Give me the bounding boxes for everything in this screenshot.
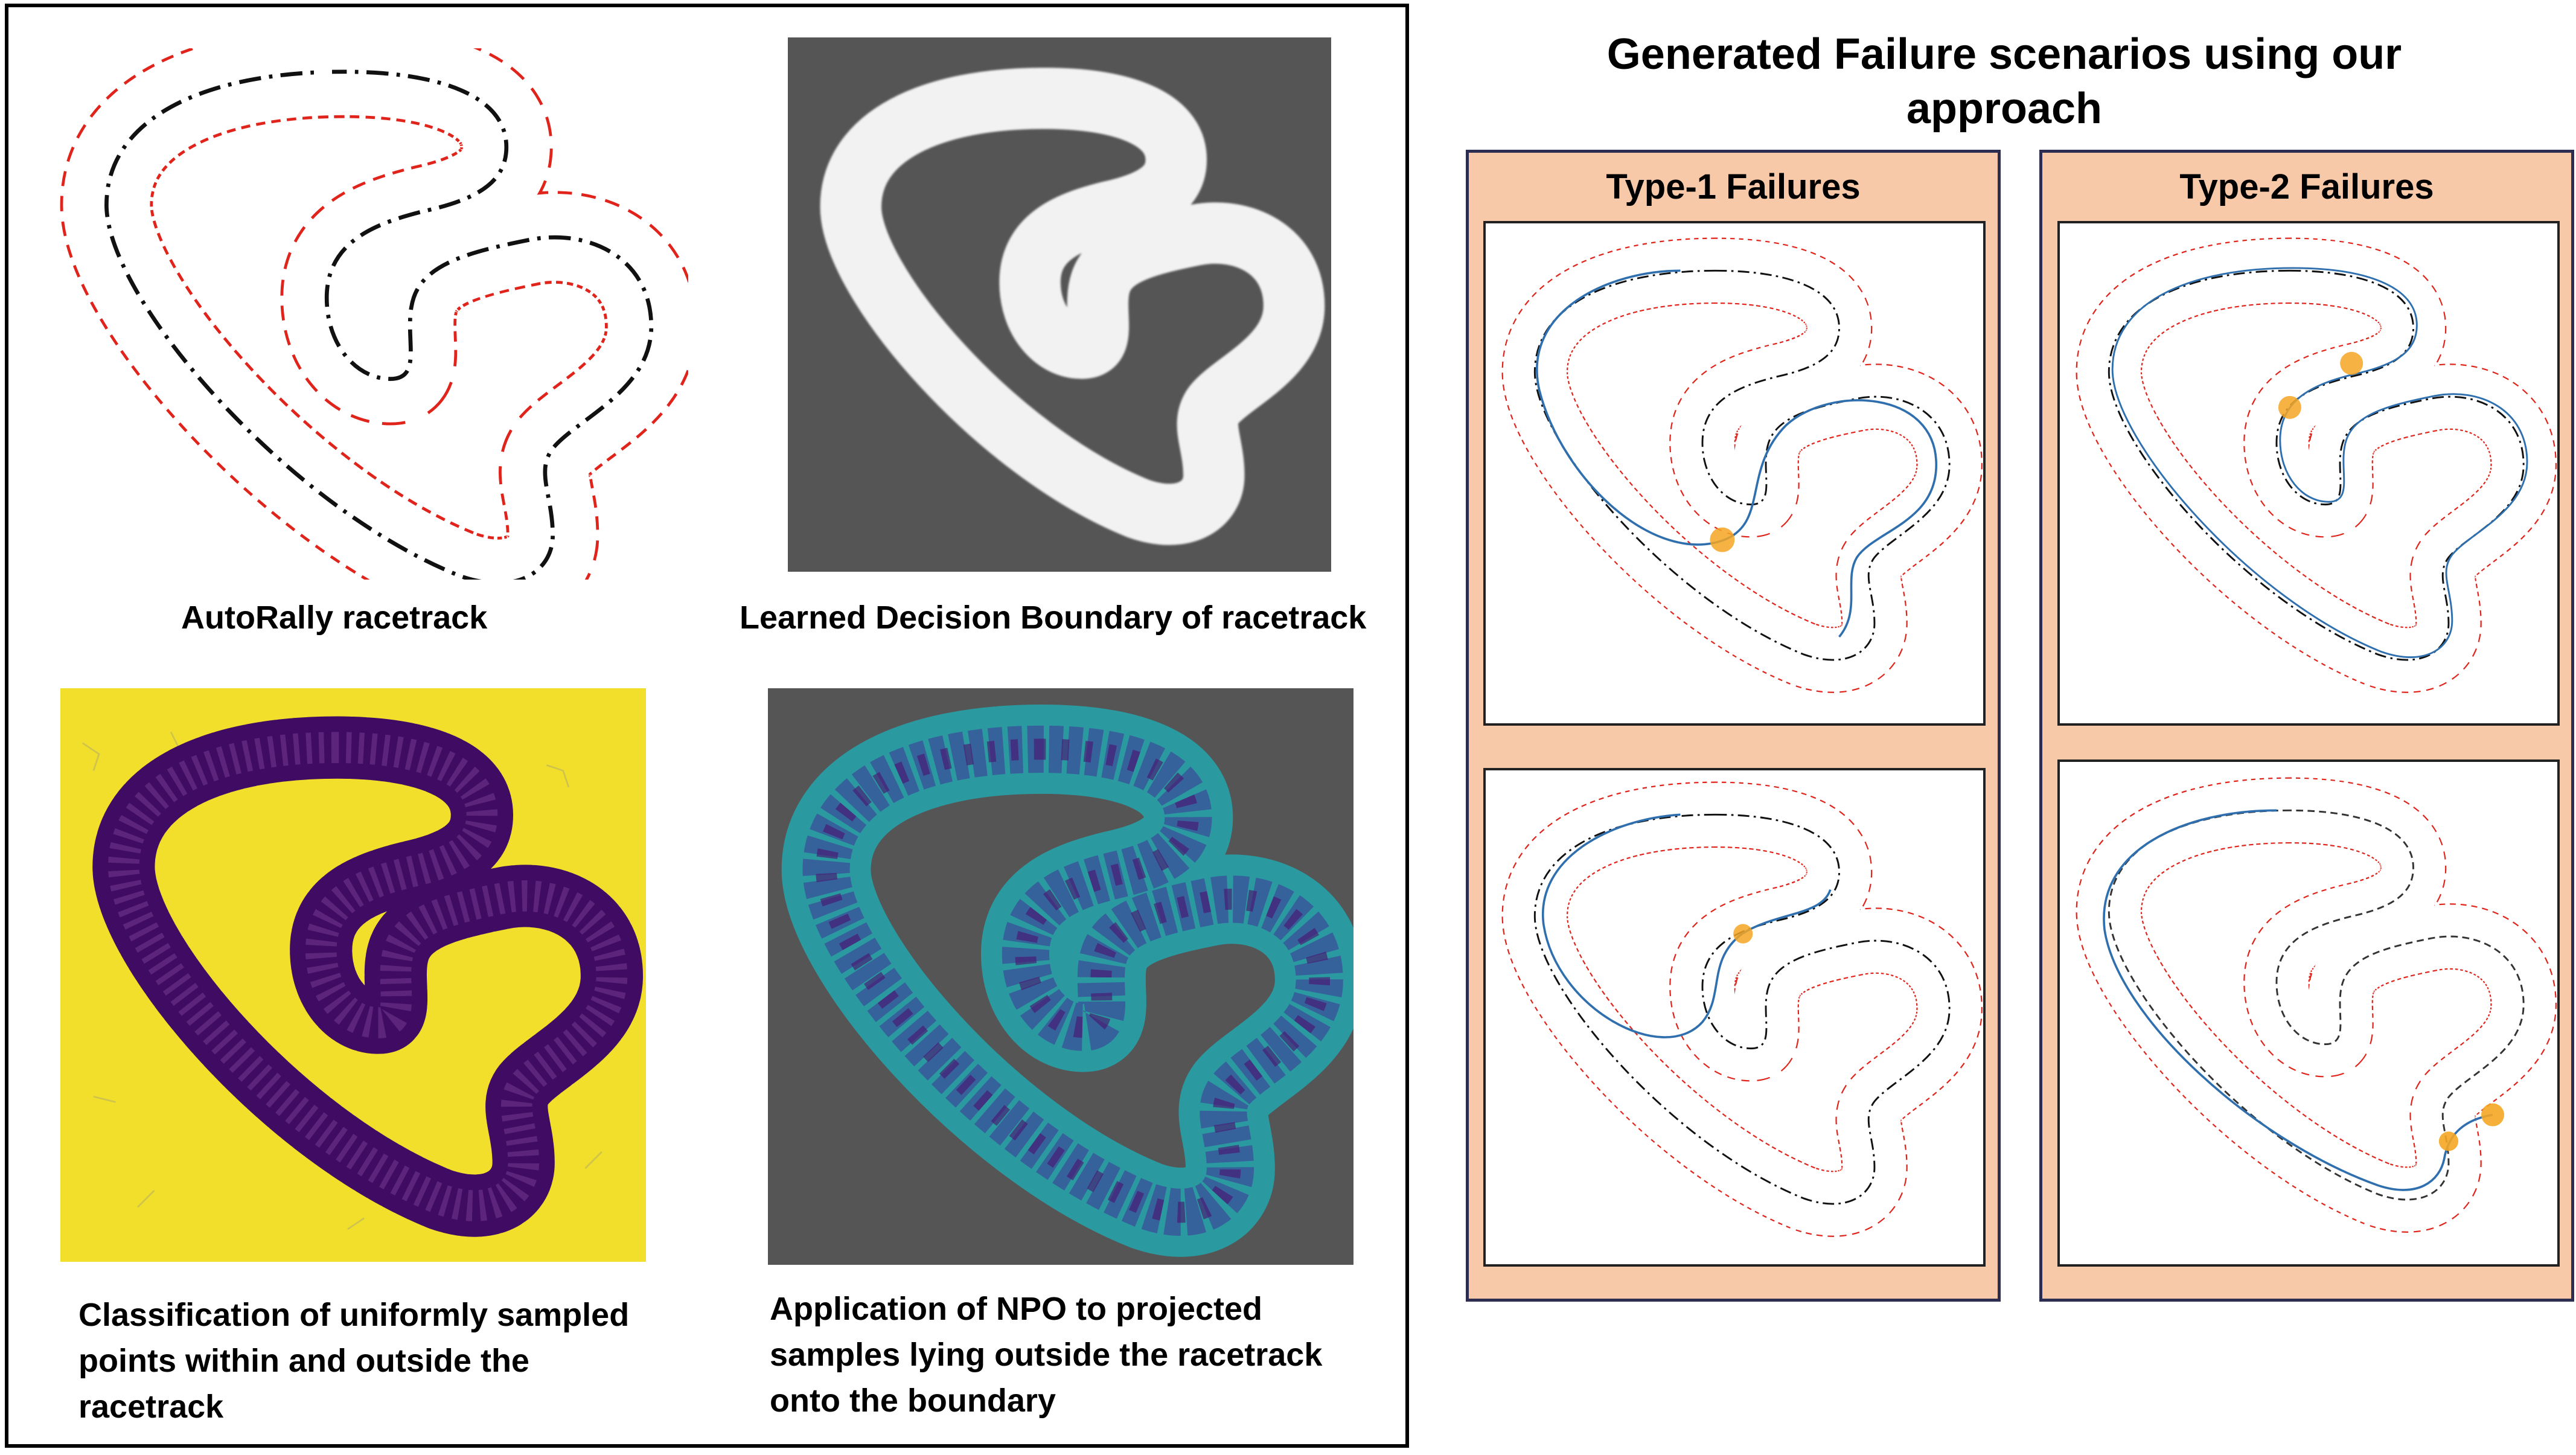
caption-decision-boundary: Learned Decision Boundary of racetrack xyxy=(740,600,1367,636)
decision-boundary-image xyxy=(788,37,1331,572)
failure-marker xyxy=(1710,527,1735,552)
type2-scenario-1 xyxy=(2057,221,2560,726)
npo-projection-image xyxy=(768,688,1354,1265)
caption-classification: Classification of uniformly sampled poin… xyxy=(78,1297,630,1425)
type1-scenario-2 xyxy=(1483,768,1986,1267)
caption-autorally: AutoRally racetrack xyxy=(181,600,488,636)
type1-title: Type-1 Failures xyxy=(1606,167,1861,206)
autorally-racetrack-diagram xyxy=(48,48,688,580)
trajectory xyxy=(1541,813,1832,1038)
track-surface xyxy=(106,72,651,580)
failure-marker xyxy=(2481,1103,2505,1127)
failure-marker xyxy=(2340,351,2363,375)
projected-boundary-samples xyxy=(826,749,1320,1212)
failure-marker xyxy=(1733,924,1753,944)
learned-track-region xyxy=(851,98,1294,514)
caption-npo: Application of NPO to projected samples … xyxy=(770,1291,1323,1419)
type2-title: Type-2 Failures xyxy=(2179,167,2434,206)
failure-marker xyxy=(2438,1131,2459,1151)
failure-marker xyxy=(2278,395,2301,419)
inside-samples xyxy=(124,747,612,1206)
trajectory xyxy=(2103,809,2493,1191)
left-panel-frame xyxy=(5,4,1409,1448)
classification-image xyxy=(60,688,646,1262)
type2-scenario-2 xyxy=(2057,759,2560,1267)
right-panel-title: Generated Failure scenarios using our ap… xyxy=(1606,30,2402,133)
type1-scenario-1 xyxy=(1483,221,1986,726)
trajectory xyxy=(1536,269,1938,638)
